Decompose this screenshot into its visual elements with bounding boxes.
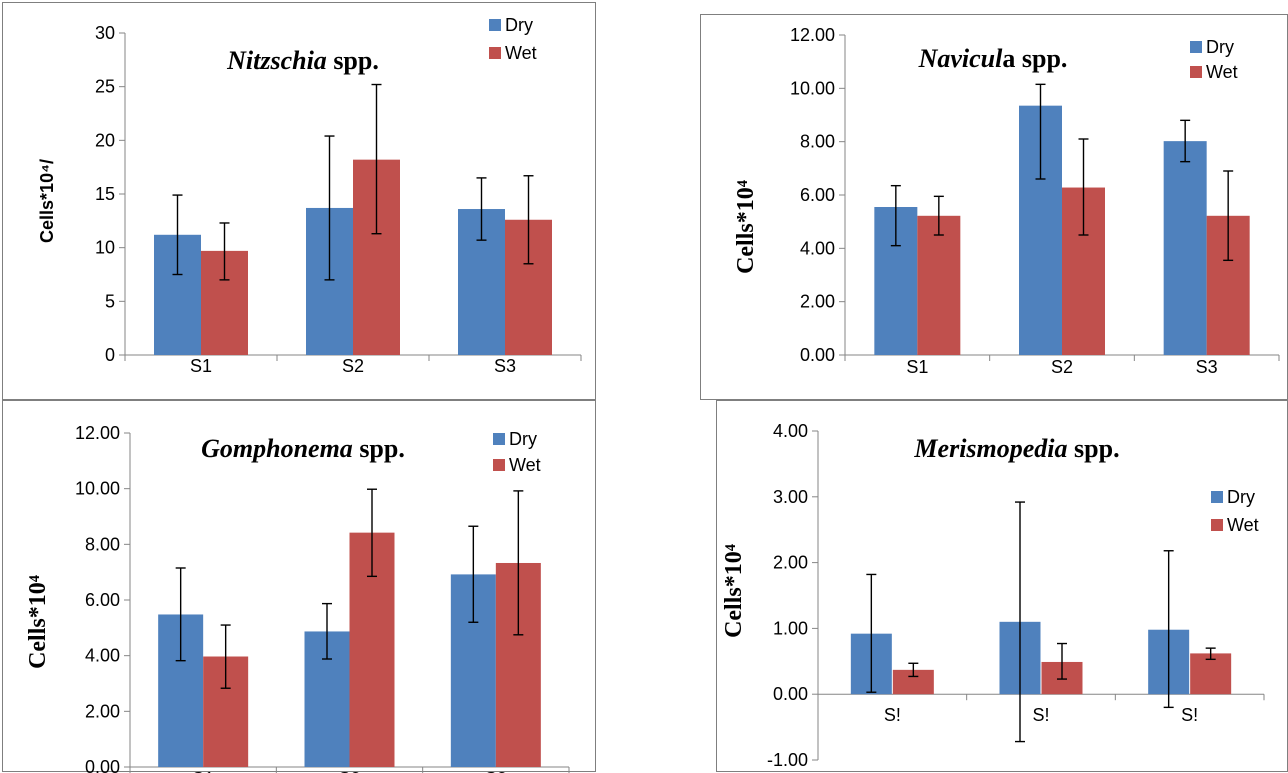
legend-swatch-wet bbox=[1190, 66, 1202, 78]
chart-panel-merismopedia: Merismopedia spp. Cells*10⁴ -1.00 0.00 1.0… bbox=[716, 400, 1288, 772]
y-tick-label: 5 bbox=[105, 291, 115, 311]
legend-swatch-wet bbox=[1211, 519, 1223, 531]
bar-wet bbox=[917, 215, 961, 355]
chart-gomphonema: Gomphonema spp. Cells*10⁴ 0.00 2.00 4.00 6.… bbox=[25, 423, 570, 773]
x-category-label: S3 bbox=[485, 769, 507, 773]
y-tick-label: 12.00 bbox=[75, 423, 120, 443]
legend-swatch-dry bbox=[1211, 491, 1223, 503]
legend-label-dry: Dry bbox=[1206, 37, 1234, 57]
y-tick-label: 4.00 bbox=[85, 646, 120, 666]
y-tick-label: 1.00 bbox=[773, 618, 808, 638]
y-tick-label: 6.00 bbox=[800, 185, 835, 205]
bar-dry bbox=[1163, 141, 1207, 355]
chart-merismopedia: Merismopedia spp. Cells*10⁴ -1.00 0.00 1.0… bbox=[721, 421, 1265, 770]
chart-navicula: Navicula spp. Cells*10⁴ 0.00 2.00 4.00 6.00… bbox=[733, 25, 1280, 377]
x-category-label: S2 bbox=[342, 356, 364, 376]
y-tick-label: 20 bbox=[95, 130, 115, 150]
legend-swatch-dry bbox=[489, 19, 501, 31]
y-tick-label: 6.00 bbox=[85, 590, 120, 610]
legend-swatch-dry bbox=[493, 433, 505, 445]
x-category-label: S1 bbox=[192, 769, 214, 773]
x-category-label: S1 bbox=[190, 356, 212, 376]
y-tick-label: 2.00 bbox=[85, 701, 120, 721]
y-tick-label: 12.00 bbox=[790, 25, 835, 45]
y-tick-label: -1.00 bbox=[767, 750, 808, 770]
legend-label-wet: Wet bbox=[1206, 62, 1238, 82]
x-category-label: S1 bbox=[906, 357, 928, 377]
y-axis-label: Cells*10⁴ bbox=[721, 544, 747, 638]
legend-swatch-wet bbox=[489, 47, 501, 59]
chart-panel-gomphonema: Gomphonema spp. Cells*10⁴ 0.00 2.00 4.00 6.… bbox=[2, 400, 596, 773]
x-category-label: S! bbox=[1032, 705, 1049, 725]
y-axis-label: Cells*10⁴ bbox=[733, 180, 759, 274]
x-category-label: S! bbox=[1181, 705, 1198, 725]
y-tick-label: 10 bbox=[95, 238, 115, 258]
y-tick-label: 25 bbox=[95, 77, 115, 97]
y-tick-label: 0.00 bbox=[85, 757, 120, 773]
chart-title: Merismopedia spp. bbox=[913, 434, 1119, 463]
legend-swatch-wet bbox=[493, 459, 505, 471]
y-tick-label: 30 bbox=[95, 23, 115, 43]
x-category-label: S3 bbox=[494, 356, 516, 376]
y-axis-label: Cells*10⁴/ bbox=[37, 159, 57, 243]
y-tick-label: 3.00 bbox=[773, 487, 808, 507]
y-tick-label: 2.00 bbox=[800, 292, 835, 312]
x-category-label: S! bbox=[884, 705, 901, 725]
y-tick-label: 0.00 bbox=[800, 345, 835, 365]
y-tick-label: 4.00 bbox=[800, 238, 835, 258]
y-tick-label: 10.00 bbox=[790, 78, 835, 98]
legend-label-wet: Wet bbox=[1227, 515, 1259, 535]
chart-title: Gomphonema spp. bbox=[201, 434, 405, 463]
x-category-label: S2 bbox=[338, 769, 360, 773]
legend-label-dry: Dry bbox=[1227, 487, 1255, 507]
chart-panel-navicula: Navicula spp. Cells*10⁴ 0.00 2.00 4.00 6.00… bbox=[700, 14, 1288, 400]
y-tick-label: 0 bbox=[105, 345, 115, 365]
bar-wet bbox=[1190, 653, 1232, 695]
y-tick-label: 8.00 bbox=[85, 534, 120, 554]
y-tick-label: 15 bbox=[95, 184, 115, 204]
y-tick-label: 0.00 bbox=[773, 684, 808, 704]
legend-label-dry: Dry bbox=[509, 429, 537, 449]
chart-panel-nitzschia: Nitzschia spp. Cells*10⁴/ 0 5 10 15 20 25 30 S1… bbox=[2, 2, 596, 400]
y-tick-label: 8.00 bbox=[800, 132, 835, 152]
legend-label-dry: Dry bbox=[505, 15, 533, 35]
y-tick-label: 4.00 bbox=[773, 421, 808, 441]
y-tick-label: 2.00 bbox=[773, 553, 808, 573]
y-tick-label: 10.00 bbox=[75, 479, 120, 499]
legend-label-wet: Wet bbox=[505, 43, 537, 63]
y-axis-label: Cells*10⁴ bbox=[25, 575, 51, 669]
chart-title: Nitzschia spp. bbox=[226, 46, 379, 75]
chart-nitzschia: Nitzschia spp. Cells*10⁴/ 0 5 10 15 20 25 30 S1… bbox=[37, 15, 582, 376]
legend-swatch-dry bbox=[1190, 41, 1202, 53]
chart-title: Navicula spp. bbox=[918, 44, 1068, 73]
x-category-label: S3 bbox=[1196, 357, 1218, 377]
legend-label-wet: Wet bbox=[509, 455, 541, 475]
x-category-label: S2 bbox=[1051, 357, 1073, 377]
